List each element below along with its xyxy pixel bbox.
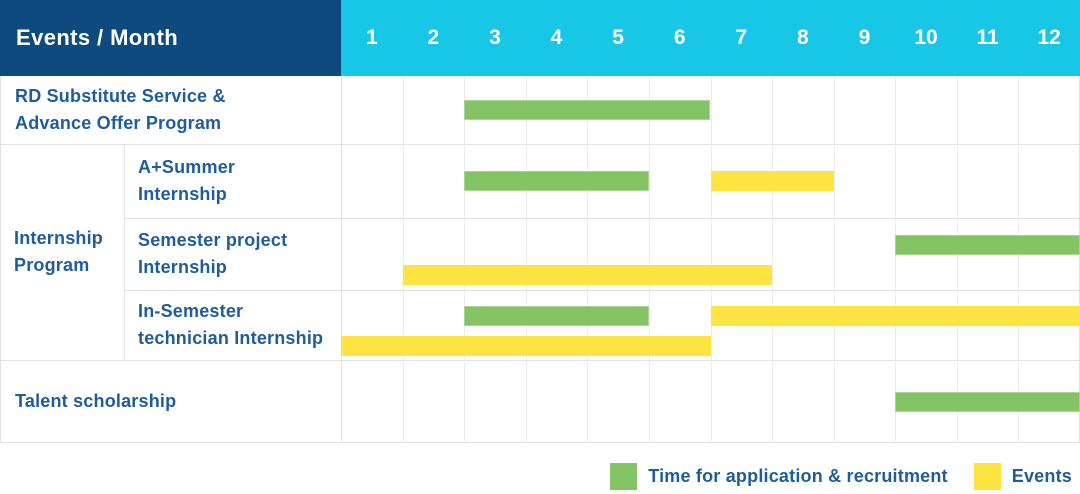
row-label-line: Advance Offer Program (15, 113, 222, 133)
grid-hline (0, 360, 1080, 361)
grid-vline (895, 76, 896, 443)
row-label-line: Talent scholarship (15, 391, 177, 411)
grid-vline (124, 144, 125, 360)
month-header-cell: 5 (612, 26, 624, 49)
grid-vline (772, 76, 773, 443)
gantt-bar-application (464, 171, 649, 191)
month-header-cell: 4 (550, 26, 563, 49)
grid-vline (711, 76, 712, 443)
grid-vline (649, 76, 650, 443)
row-label-line: technician Internship (138, 328, 324, 348)
row-label: In-Semester technician Internship (124, 290, 341, 360)
grid-hline (124, 218, 1080, 219)
month-header-cell: 12 (1037, 26, 1061, 49)
month-header-cell: 9 (858, 26, 871, 49)
table-header-corner: Events / Month (0, 0, 341, 76)
group-label: Internship Program (0, 144, 124, 360)
legend-label: Events (1011, 465, 1072, 486)
group-label-line: Program (14, 255, 90, 275)
gantt-bar-event (341, 336, 711, 356)
gantt-bar-application (464, 100, 711, 120)
row-label-line: Semester project (138, 230, 288, 250)
legend-label: Time for application & recruitment (648, 465, 948, 486)
month-header-cell: 2 (427, 26, 440, 49)
row-label: Semester project Internship (124, 218, 341, 290)
month-header-row: 1 2 3 4 5 6 7 8 9 10 11 12 (341, 0, 1080, 76)
legend-item-application: Time for application & recruitment (610, 462, 948, 490)
gantt-bar-event (710, 306, 1080, 326)
month-header-cell: 6 (673, 26, 686, 49)
grid-vline (1018, 76, 1019, 443)
grid-vline (341, 76, 342, 443)
gantt-bar-event (710, 171, 834, 191)
grid-hline (0, 144, 1080, 145)
legend-swatch-event (973, 462, 1001, 490)
month-header-cell: 7 (735, 26, 748, 49)
table-title: Events / Month (16, 25, 179, 50)
grid-vline (0, 76, 1, 443)
gantt-bar-event (402, 265, 773, 285)
gantt-bar-application (895, 235, 1080, 255)
legend-item-event: Events (973, 462, 1072, 490)
row-label: A+Summer Internship (124, 144, 341, 218)
row-label: Talent scholarship (0, 360, 341, 443)
legend-swatch-application (610, 462, 638, 490)
month-header-cell: 11 (976, 26, 999, 49)
row-label-line: A+Summer (138, 157, 236, 177)
grid-hline (124, 290, 1080, 291)
gantt-bar-application (895, 391, 1080, 412)
grid-hline (0, 442, 1080, 443)
grid-vline (464, 76, 465, 443)
grid-vline (403, 76, 404, 443)
grid-vline (587, 76, 588, 443)
row-label-line: In-Semester (138, 301, 244, 321)
grid-vline (834, 76, 835, 443)
grid-vline (957, 76, 958, 443)
legend: Time for application & recruitment Events (610, 459, 1072, 493)
grid-vline (526, 76, 527, 443)
row-label-line: Internship (138, 184, 228, 204)
row-label-line: Internship (138, 257, 228, 277)
row-label-line: RD Substitute Service & (15, 86, 226, 106)
month-header-cell: 10 (914, 26, 938, 49)
month-header-cell: 1 (365, 26, 378, 49)
row-label: RD Substitute Service & Advance Offer Pro… (0, 76, 341, 144)
group-label-line: Internship (14, 228, 104, 248)
month-header-cell: 8 (796, 26, 809, 49)
month-header-cell: 3 (489, 26, 501, 49)
gantt-bar-application (464, 306, 649, 326)
